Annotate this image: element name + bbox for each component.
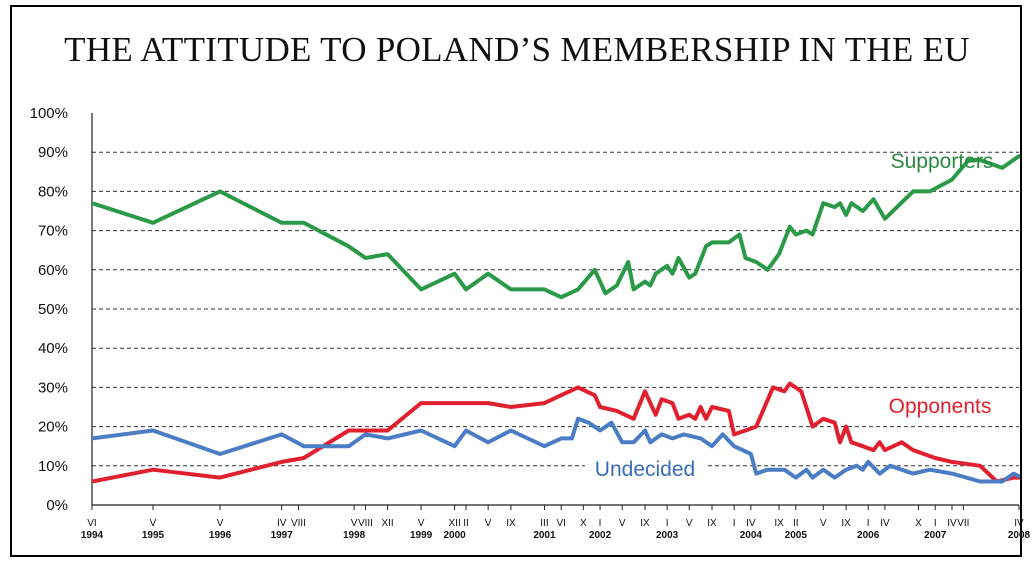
- x-tick-year-label: 2001: [533, 530, 556, 541]
- x-tick-month-label: V: [619, 518, 626, 529]
- x-tick-month-label: V: [485, 518, 492, 529]
- x-tick-year-label: 2004: [740, 530, 763, 541]
- x-tick-month-label: IX: [640, 518, 650, 529]
- y-tick-label: 30%: [38, 379, 68, 396]
- x-tick-month-label: V: [150, 518, 157, 529]
- series-label-undecided: Undecided: [595, 458, 695, 481]
- series-line-undecided: [92, 416, 1020, 484]
- series-labels: Supporters Opponents Undecided: [585, 150, 993, 483]
- x-tick-month-label: IV: [880, 518, 890, 529]
- series-label-opponents: Opponents: [889, 395, 992, 418]
- x-tick-month-label: IV: [947, 518, 957, 529]
- series-line-opponents: [92, 381, 1020, 484]
- label-background: [585, 456, 705, 483]
- series-line-supporters: [92, 154, 1020, 300]
- y-tick-label: 0%: [46, 497, 68, 514]
- x-tick-year-label: 2008: [1008, 530, 1031, 541]
- x-tick-month-label: XII: [449, 518, 461, 529]
- x-tick-month-label: V: [217, 518, 224, 529]
- x-tick-month-label: V: [820, 518, 827, 529]
- x-tick-month-label: V: [351, 518, 358, 529]
- x-tick-year-label: 1999: [410, 530, 433, 541]
- y-tick-label: 40%: [38, 340, 68, 357]
- x-tick-month-label: V: [418, 518, 425, 529]
- x-tick-month-label: I: [599, 518, 602, 529]
- y-tick-label: 10%: [38, 458, 68, 475]
- x-tick-month-label: X: [915, 518, 922, 529]
- x-tick-month-label: IV: [746, 518, 756, 529]
- x-tick-month-label: IX: [774, 518, 784, 529]
- x-tick-month-label: VIII: [358, 518, 373, 529]
- x-tick-year-label: 1994: [81, 530, 104, 541]
- x-tick-month-label: VIII: [291, 518, 306, 529]
- series-lines: [92, 154, 1020, 484]
- x-tick-month-label: I: [733, 518, 736, 529]
- x-tick-month-label: I: [934, 518, 937, 529]
- x-tick-year-label: 2006: [857, 530, 880, 541]
- x-tick-month-label: VI: [87, 518, 96, 529]
- x-tick-month-label: X: [580, 518, 587, 529]
- y-tick-label: 60%: [38, 262, 68, 279]
- x-tick-year-label: 1998: [343, 530, 366, 541]
- y-tick-label: 90%: [38, 144, 68, 161]
- x-tick-month-label: IV: [277, 518, 287, 529]
- x-tick-year-label: 2007: [924, 530, 947, 541]
- x-tick-month-label: I: [867, 518, 870, 529]
- x-tick-month-label: V: [686, 518, 693, 529]
- x-tick-year-label: 1995: [142, 530, 165, 541]
- x-tick-year-label: 2005: [785, 530, 808, 541]
- x-tick-month-label: I: [666, 518, 669, 529]
- x-tick-year-label: 1997: [271, 530, 294, 541]
- x-tick-month-label: XII: [381, 518, 393, 529]
- x-tick-year-label: 2003: [656, 530, 679, 541]
- x-tick-year-label: 2002: [589, 530, 612, 541]
- x-tick-month-label: IX: [707, 518, 717, 529]
- y-axis: 0% 10% 20% 30% 40% 50% 60% 70% 80% 90% 100%: [30, 105, 93, 514]
- y-tick-label: 70%: [38, 223, 68, 240]
- x-tick-year-label: 1996: [209, 530, 232, 541]
- y-tick-label: 50%: [38, 301, 68, 318]
- x-tick-month-label: VII: [957, 518, 969, 529]
- series-label-supporters: Supporters: [891, 150, 994, 173]
- x-tick-month-label: II: [463, 518, 469, 529]
- gridlines: [92, 151, 1019, 467]
- x-tick-year-label: 2000: [443, 530, 466, 541]
- x-tick-month-label: II: [793, 518, 799, 529]
- x-tick-month-label: IX: [841, 518, 851, 529]
- y-tick-label: 100%: [30, 105, 68, 122]
- x-tick-month-label: III: [540, 518, 548, 529]
- x-tick-month-label: IX: [506, 518, 516, 529]
- y-tick-label: 20%: [38, 419, 68, 436]
- x-tick-month-label: IV: [1014, 518, 1024, 529]
- y-tick-label: 80%: [38, 183, 68, 200]
- x-tick-month-label: VI: [556, 518, 565, 529]
- chart-title: THE ATTITUDE TO POLAND’S MEMBERSHIP IN T…: [64, 30, 970, 69]
